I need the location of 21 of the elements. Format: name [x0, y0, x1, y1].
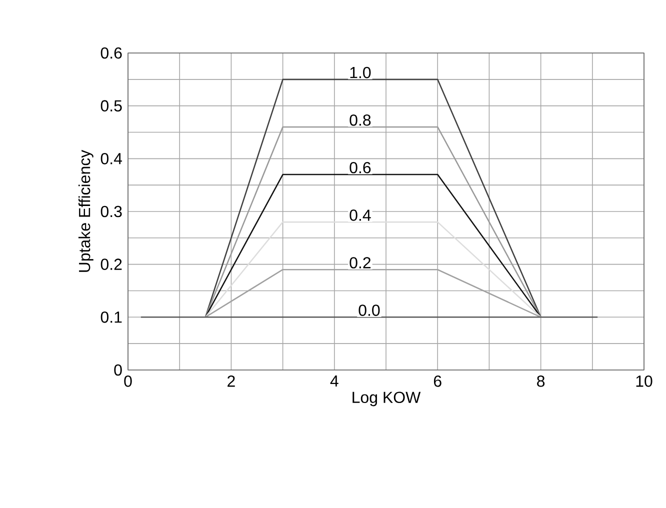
y-tick-label: 0.6 — [100, 47, 122, 59]
x-tick-label: 0 — [124, 376, 132, 387]
x-tick-label: 10 — [636, 376, 652, 387]
x-tick-label: 8 — [537, 376, 545, 387]
x-tick-label: 4 — [330, 376, 338, 387]
y-tick-label: 0.1 — [100, 311, 122, 323]
series-label: 0.6 — [350, 162, 371, 174]
y-tick-label: 0 — [114, 364, 122, 376]
series-label: 0.8 — [350, 114, 371, 126]
series-label: 0.4 — [350, 210, 371, 221]
series-label: 0.0 — [358, 304, 380, 316]
series-label: 0.2 — [350, 257, 371, 268]
x-tick-label: 6 — [434, 376, 442, 387]
y-tick-label: 0.3 — [100, 206, 122, 218]
y-tick-label: 0.5 — [100, 100, 122, 112]
x-tick-label: 2 — [228, 376, 235, 387]
y-tick-label: 0.2 — [100, 258, 122, 270]
series-label: 1.0 — [350, 66, 371, 78]
y-tick-label: 0.4 — [100, 153, 122, 164]
x-axis-title: Log KOW — [352, 392, 421, 406]
y-axis-title: Uptake Efficiency — [78, 150, 94, 272]
